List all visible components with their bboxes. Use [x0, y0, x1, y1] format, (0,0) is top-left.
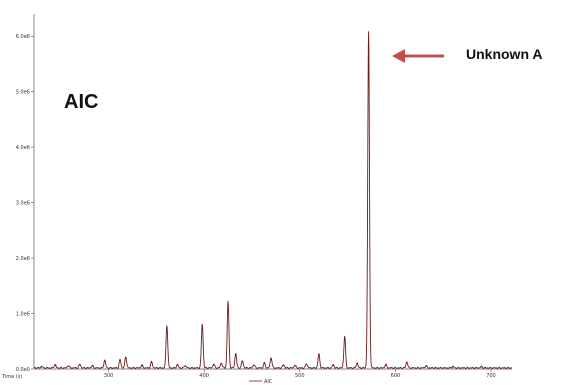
peak-point [41, 366, 43, 368]
peak-point [220, 363, 222, 365]
peak-point [270, 358, 272, 359]
x-tick-label: 400 [199, 373, 209, 379]
x-ticks: 300 400 500 600 700 [104, 369, 496, 379]
peak-point [104, 360, 106, 362]
peak-point [406, 362, 408, 364]
y-tick-label: 2.0e6 [16, 256, 30, 262]
x-tick-label: 300 [104, 373, 114, 379]
y-tick-label: 4.0e6 [16, 145, 30, 151]
peak-point [283, 365, 284, 367]
peak-point [227, 302, 229, 303]
y-tick-label: 6.0e6 [16, 34, 30, 40]
y-tick-label: 1.0e6 [16, 312, 30, 318]
peak-point [235, 354, 237, 355]
legend-label: AIC [264, 379, 273, 385]
peak-point [141, 365, 143, 367]
y-tick-label: 5.0e6 [16, 90, 30, 96]
peak-point [68, 366, 69, 367]
peak-marks [41, 33, 482, 369]
peak-point [306, 364, 307, 365]
peak-point [481, 367, 482, 369]
peak-point [385, 365, 387, 367]
peak-point [452, 366, 454, 368]
annotation-arrow [392, 49, 444, 63]
y-tick-label: 3.0e6 [16, 201, 30, 207]
chart-label: AIC [64, 91, 98, 113]
peak-point [368, 33, 369, 34]
peak-point [54, 365, 56, 367]
peak-point [91, 366, 93, 368]
peak-point [79, 364, 81, 366]
peak-point [242, 361, 243, 363]
peak-point [166, 325, 168, 327]
peak-point [213, 364, 215, 366]
annotation-label: Unknown A [466, 46, 542, 62]
peak-point [253, 365, 255, 367]
x-tick-label: 500 [295, 373, 305, 379]
peak-point [332, 365, 334, 367]
series-line-aic [33, 31, 513, 369]
peak-point [201, 324, 203, 326]
x-tick-label: 600 [391, 373, 401, 379]
peak-point [344, 336, 346, 338]
x-axis-label: Time (s) [1, 374, 22, 380]
peak-point [425, 366, 427, 368]
peak-point [263, 363, 265, 365]
peak-point [294, 365, 296, 367]
peak-point [356, 363, 358, 365]
peak-point [318, 354, 320, 356]
legend: AIC [249, 379, 273, 385]
x-tick-label: 700 [486, 373, 496, 379]
y-ticks: 0.0e0 1.0e6 2.0e6 3.0e6 4.0e6 5.0e6 6.0e6 [16, 34, 34, 373]
peak-point [119, 360, 121, 362]
y-tick-label: 0.0e0 [16, 367, 30, 373]
peak-point [184, 366, 186, 367]
peak-point [125, 357, 127, 359]
peak-point [177, 365, 178, 367]
peak-point [151, 362, 152, 364]
